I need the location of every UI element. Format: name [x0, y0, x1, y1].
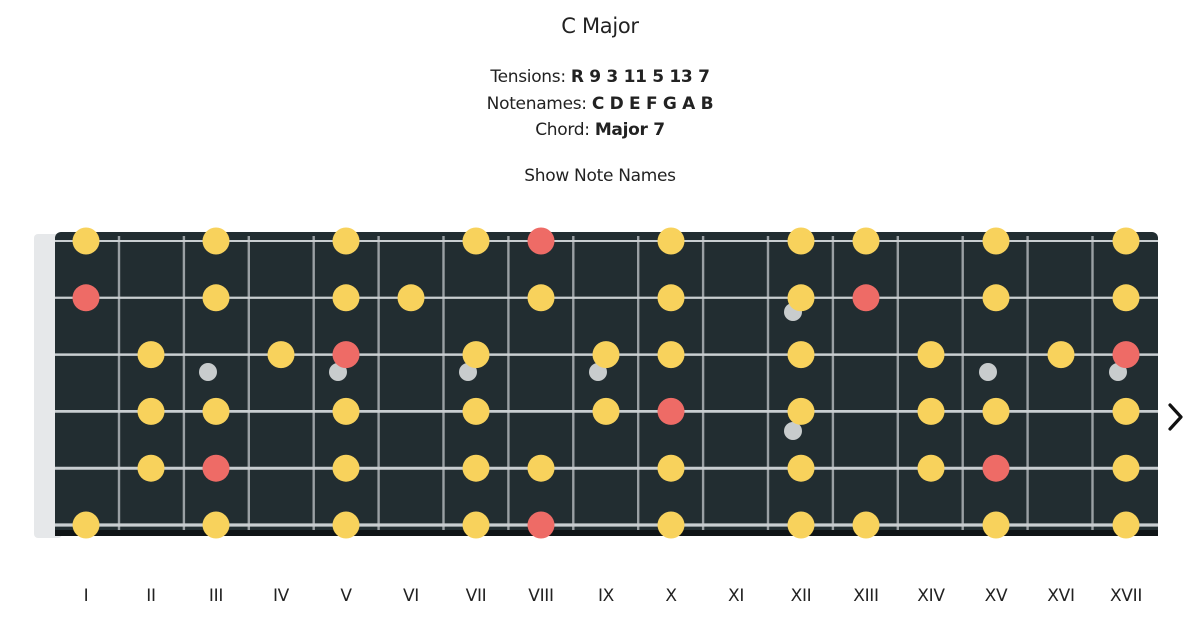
scale-note-dot: [332, 397, 360, 425]
fret-label: X: [665, 586, 677, 606]
root-note-dot: [657, 397, 685, 425]
scale-note-dot: [787, 227, 815, 255]
fret-label: XVII: [1109, 586, 1143, 606]
scale-note-dot: [657, 454, 685, 482]
show-note-names-container: Show Note Names: [0, 166, 1200, 186]
notenames-row: Notenames: C D E F G A B: [0, 91, 1200, 118]
fret-label: VIII: [528, 586, 554, 606]
chevron-right-icon: [1168, 403, 1183, 431]
fret-label: V: [340, 586, 352, 606]
scale-note-dot: [332, 511, 360, 539]
fret-label: IV: [272, 586, 290, 606]
scale-note-dot: [202, 511, 230, 539]
fret-label: XI: [727, 586, 745, 606]
fret-inlay: [199, 363, 217, 381]
root-note-dot: [332, 341, 360, 369]
root-note-dot: [202, 454, 230, 482]
scale-note-dot: [787, 511, 815, 539]
scale-note-dot: [202, 397, 230, 425]
fretboard-container: [34, 227, 1158, 539]
scale-note-dot: [982, 511, 1010, 539]
fret-label: VII: [465, 586, 487, 606]
show-note-names-button[interactable]: Show Note Names: [524, 166, 676, 186]
scale-note-dot: [462, 511, 490, 539]
fret-label: XVI: [1047, 586, 1075, 606]
root-note-dot: [527, 511, 555, 539]
root-note-dot: [72, 284, 100, 312]
fret-label: III: [208, 586, 224, 606]
scale-note-dot: [787, 284, 815, 312]
chord-value: Major 7: [594, 120, 665, 140]
chord-row: Chord: Major 7: [0, 117, 1200, 144]
scale-note-dot: [462, 227, 490, 255]
scale-note-dot: [982, 284, 1010, 312]
scale-note-dot: [332, 454, 360, 482]
fret-label: XII: [790, 586, 812, 606]
fret-label: VI: [402, 586, 420, 606]
scale-note-dot: [787, 397, 815, 425]
tensions-value: R 9 3 11 5 13 7: [570, 67, 710, 87]
scale-note-dot: [462, 397, 490, 425]
notenames-label: Notenames:: [486, 93, 587, 114]
scale-note-dot: [657, 511, 685, 539]
fret-label: XIV: [917, 586, 945, 606]
scale-note-dot: [852, 227, 880, 255]
scale-note-dot: [332, 284, 360, 312]
scale-note-dot: [1112, 227, 1140, 255]
scale-note-dot: [527, 454, 555, 482]
fret-label: XIII: [853, 586, 879, 606]
scale-note-dot: [787, 341, 815, 369]
root-note-dot: [1112, 341, 1140, 369]
scale-note-dot: [462, 454, 490, 482]
root-note-dot: [982, 454, 1010, 482]
tensions-row: Tensions: R 9 3 11 5 13 7: [0, 64, 1200, 91]
fret-inlay: [979, 363, 997, 381]
fretboard-wood: [55, 232, 1158, 536]
scale-note-dot: [657, 341, 685, 369]
scale-note-dot: [332, 227, 360, 255]
scale-note-dot: [137, 454, 165, 482]
fretboard-edge: [55, 530, 1158, 536]
scale-note-dot: [592, 341, 620, 369]
scale-note-dot: [657, 284, 685, 312]
scale-note-dot: [917, 341, 945, 369]
scale-note-dot: [982, 227, 1010, 255]
scale-note-dot: [267, 341, 295, 369]
fretboard: [34, 227, 1158, 539]
scale-note-dot: [1047, 341, 1075, 369]
tensions-label: Tensions:: [490, 67, 566, 87]
scale-note-dot: [462, 341, 490, 369]
scale-note-dot: [982, 397, 1010, 425]
scale-note-dot: [1112, 454, 1140, 482]
fret-label: II: [146, 586, 156, 606]
scale-note-dot: [1112, 397, 1140, 425]
scale-note-dot: [787, 454, 815, 482]
scale-info: Tensions: R 9 3 11 5 13 7 Notenames: C D…: [0, 64, 1200, 144]
scale-note-dot: [202, 227, 230, 255]
root-note-dot: [852, 284, 880, 312]
scale-note-dot: [527, 284, 555, 312]
scale-note-dot: [592, 397, 620, 425]
scale-note-dot: [657, 227, 685, 255]
scale-note-dot: [202, 284, 230, 312]
scale-note-dot: [852, 511, 880, 539]
scale-note-dot: [137, 397, 165, 425]
fret-inlay: [784, 422, 802, 440]
notenames-value: C D E F G A B: [591, 93, 714, 114]
scale-note-dot: [1112, 511, 1140, 539]
scale-note-dot: [137, 341, 165, 369]
scale-title: C Major: [561, 14, 639, 38]
scale-note-dot: [397, 284, 425, 312]
fret-label: XV: [984, 586, 1008, 606]
fret-label: I: [83, 586, 89, 606]
scale-note-dot: [917, 397, 945, 425]
chord-label: Chord:: [535, 120, 590, 140]
scale-note-dot: [72, 511, 100, 539]
next-position-button[interactable]: [1162, 400, 1188, 434]
scale-note-dot: [72, 227, 100, 255]
scale-note-dot: [917, 454, 945, 482]
scale-note-dot: [1112, 284, 1140, 312]
fret-label: IX: [597, 586, 615, 606]
root-note-dot: [527, 227, 555, 255]
